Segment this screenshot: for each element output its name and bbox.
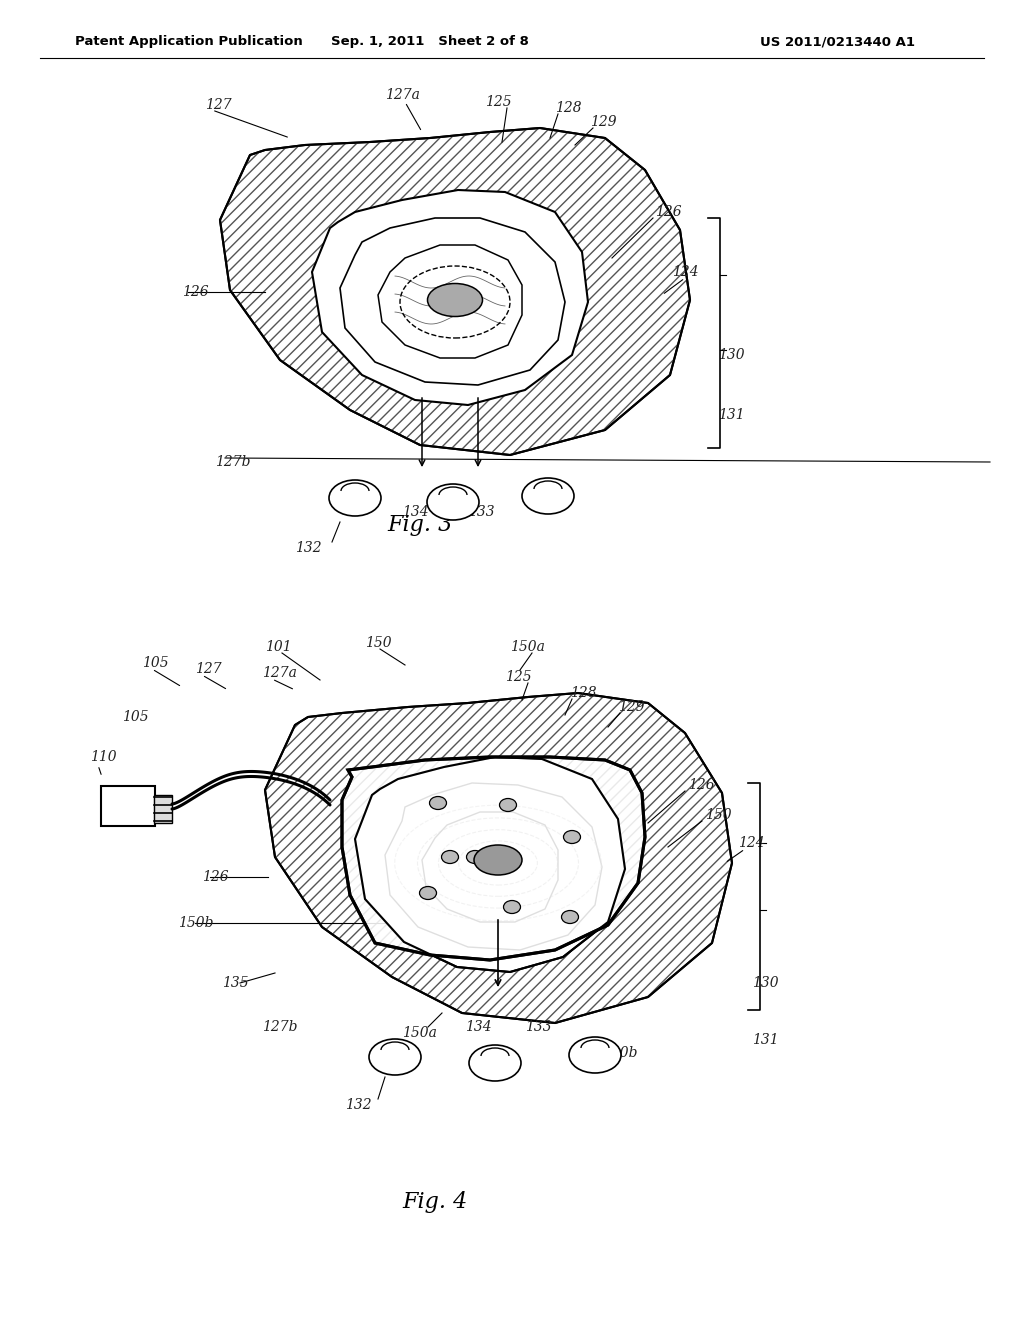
Text: 126: 126 bbox=[688, 777, 715, 792]
Polygon shape bbox=[220, 128, 690, 455]
Text: 132: 132 bbox=[345, 1098, 372, 1111]
Polygon shape bbox=[378, 246, 522, 358]
Text: 101: 101 bbox=[265, 640, 292, 653]
Text: 105: 105 bbox=[122, 710, 148, 723]
Text: 129: 129 bbox=[590, 115, 616, 129]
Text: 127: 127 bbox=[205, 98, 231, 112]
Text: 127b: 127b bbox=[262, 1020, 298, 1034]
Text: 131: 131 bbox=[718, 408, 744, 422]
Text: 130: 130 bbox=[718, 348, 744, 362]
Ellipse shape bbox=[427, 484, 479, 520]
Text: 124: 124 bbox=[738, 836, 765, 850]
Text: 132: 132 bbox=[295, 541, 322, 554]
Text: 150a: 150a bbox=[402, 1026, 437, 1040]
Ellipse shape bbox=[427, 284, 482, 317]
Text: 127: 127 bbox=[195, 663, 221, 676]
Polygon shape bbox=[355, 756, 625, 972]
Text: 105: 105 bbox=[142, 656, 169, 671]
Ellipse shape bbox=[420, 887, 436, 899]
Text: 127b: 127b bbox=[215, 455, 251, 469]
Text: 126: 126 bbox=[202, 870, 228, 884]
Text: Fig. 3: Fig. 3 bbox=[387, 513, 453, 536]
Polygon shape bbox=[154, 795, 172, 822]
Ellipse shape bbox=[441, 850, 459, 863]
Text: 150a: 150a bbox=[510, 640, 545, 653]
Ellipse shape bbox=[429, 796, 446, 809]
Text: 127a: 127a bbox=[385, 88, 420, 102]
Ellipse shape bbox=[369, 1039, 421, 1074]
Ellipse shape bbox=[522, 478, 574, 513]
Ellipse shape bbox=[474, 845, 522, 875]
Ellipse shape bbox=[469, 1045, 521, 1081]
Text: 150: 150 bbox=[705, 808, 731, 822]
Text: 124: 124 bbox=[672, 265, 698, 279]
Text: 128: 128 bbox=[570, 686, 597, 700]
Text: 126: 126 bbox=[655, 205, 682, 219]
Ellipse shape bbox=[504, 900, 520, 913]
Text: 127a: 127a bbox=[262, 667, 297, 680]
Text: 125: 125 bbox=[505, 671, 531, 684]
FancyBboxPatch shape bbox=[101, 785, 155, 826]
Text: US 2011/0213440 A1: US 2011/0213440 A1 bbox=[760, 36, 915, 49]
Text: 128: 128 bbox=[555, 102, 582, 115]
Ellipse shape bbox=[569, 1038, 621, 1073]
Text: Sep. 1, 2011   Sheet 2 of 8: Sep. 1, 2011 Sheet 2 of 8 bbox=[331, 36, 529, 49]
Text: 133: 133 bbox=[525, 1020, 552, 1034]
Text: 150b: 150b bbox=[602, 1045, 638, 1060]
Text: 150: 150 bbox=[365, 636, 391, 649]
Text: 131: 131 bbox=[752, 1034, 778, 1047]
Text: 134: 134 bbox=[402, 506, 429, 519]
Text: 125: 125 bbox=[485, 95, 512, 110]
Text: 130: 130 bbox=[752, 975, 778, 990]
Text: Patent Application Publication: Patent Application Publication bbox=[75, 36, 303, 49]
Polygon shape bbox=[312, 190, 588, 405]
Ellipse shape bbox=[329, 480, 381, 516]
Ellipse shape bbox=[500, 799, 516, 812]
Text: 133: 133 bbox=[468, 506, 495, 519]
Ellipse shape bbox=[467, 850, 483, 863]
Ellipse shape bbox=[561, 911, 579, 924]
Text: 150b: 150b bbox=[178, 916, 213, 931]
Polygon shape bbox=[342, 756, 645, 960]
Text: 135: 135 bbox=[222, 975, 249, 990]
Text: 129: 129 bbox=[618, 700, 645, 714]
Ellipse shape bbox=[563, 830, 581, 843]
Text: Fig. 4: Fig. 4 bbox=[402, 1191, 468, 1213]
Polygon shape bbox=[340, 218, 565, 385]
Polygon shape bbox=[265, 693, 732, 1023]
Text: 110: 110 bbox=[90, 750, 117, 764]
Text: 126: 126 bbox=[182, 285, 209, 300]
Text: 134: 134 bbox=[465, 1020, 492, 1034]
